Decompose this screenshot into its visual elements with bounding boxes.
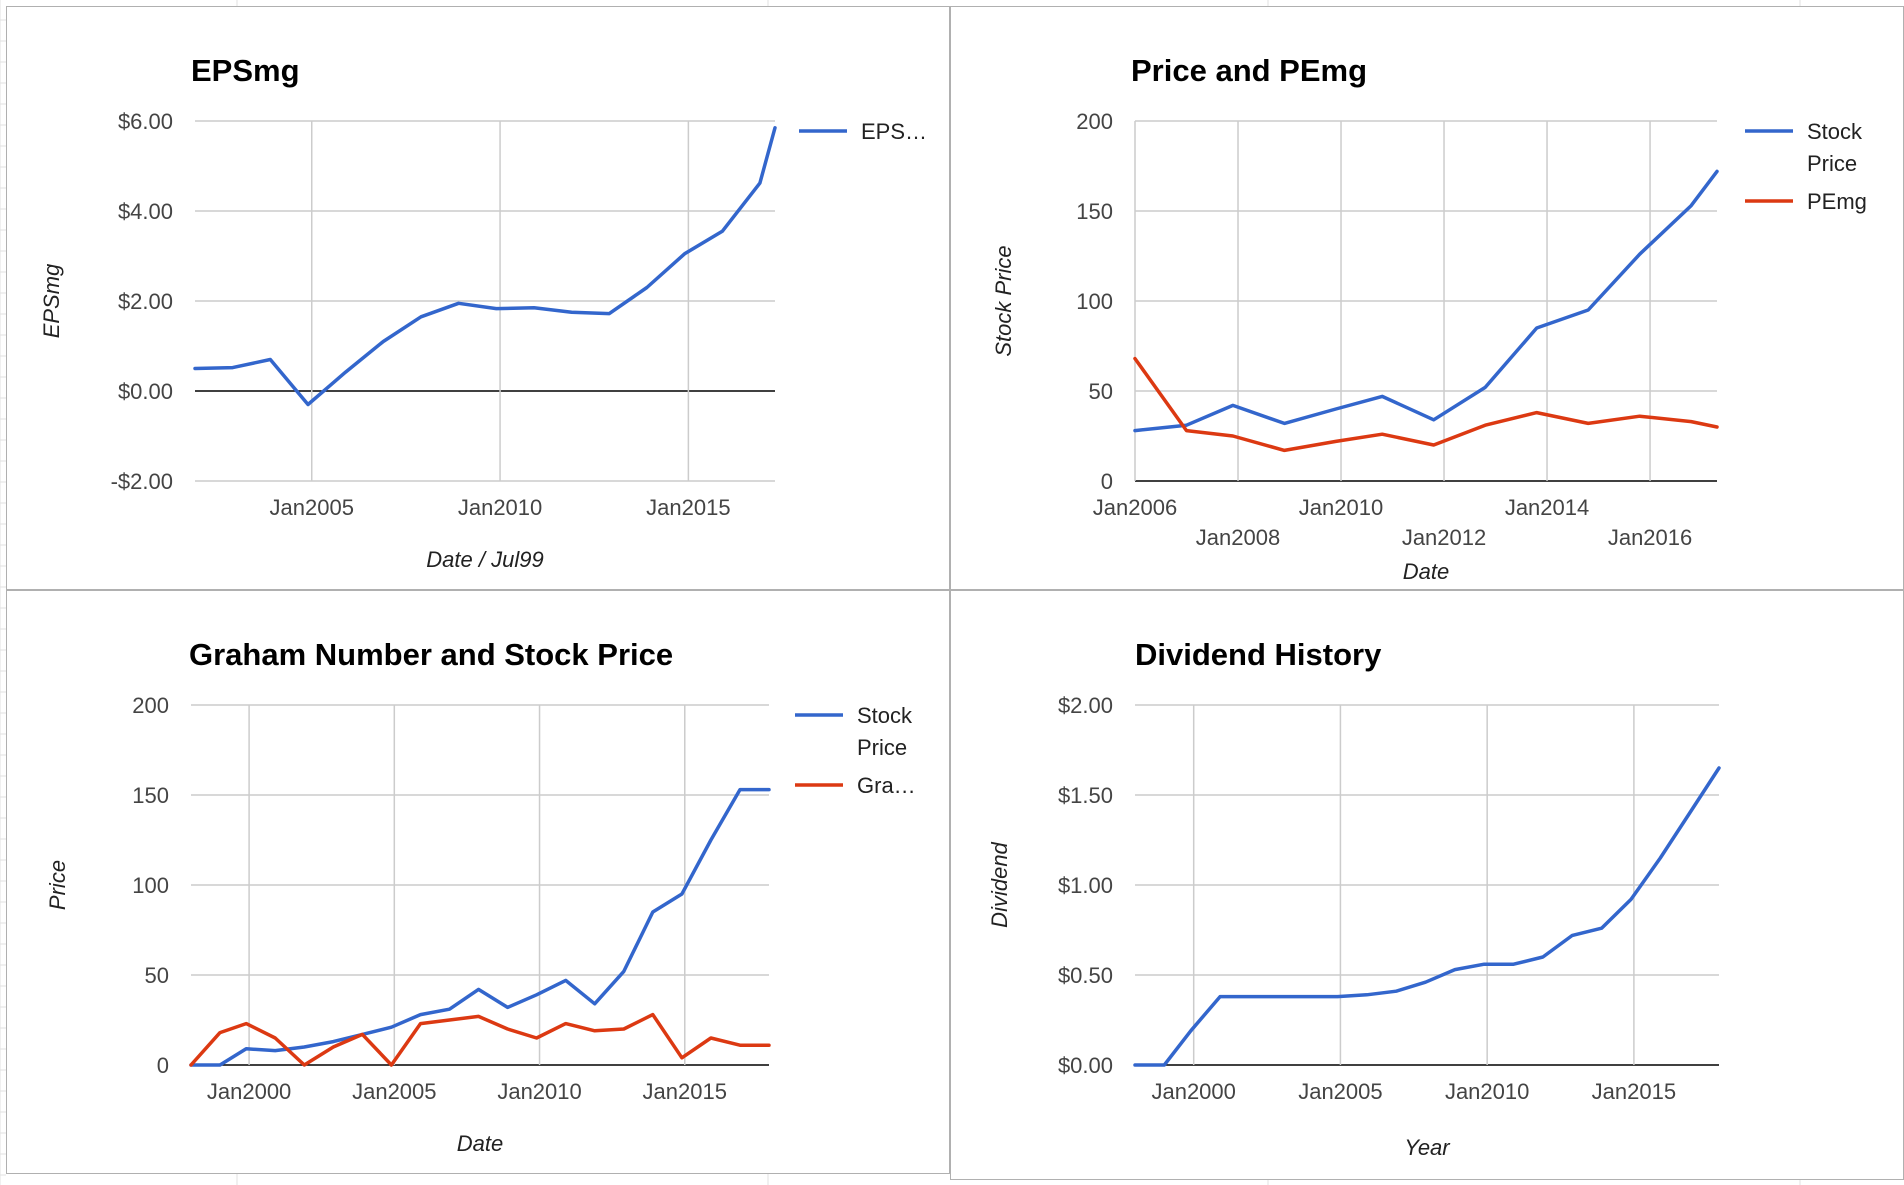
x-tick-label: Jan2010: [458, 495, 542, 520]
chart-graham-number-svg: Graham Number and Stock Price 0 50 100 150 20…: [45, 637, 916, 1156]
legend-label: Price: [857, 735, 907, 760]
legend-label: Gra…: [857, 773, 916, 798]
series-line-2: [1133, 356, 1719, 453]
x-tick-label: Jan2000: [1151, 1079, 1235, 1104]
y-tick-label: 0: [1101, 469, 1113, 494]
chart-dividend-history[interactable]: Dividend History $0.00 $0.50 $1.00 $1.50 $2.0…: [950, 590, 1904, 1180]
x-axis-label: Date: [1403, 559, 1449, 584]
y-tick-label: 150: [132, 783, 169, 808]
y-tick-label: $4.00: [118, 199, 173, 224]
legend-label: EPS…: [861, 119, 927, 144]
legend-label: Price: [1807, 151, 1857, 176]
y-tick-label: 100: [1076, 289, 1113, 314]
y-tick-label: 150: [1076, 199, 1113, 224]
chart-title: Price and PEmg: [1131, 53, 1367, 88]
x-tick-label: Jan2010: [497, 1079, 581, 1104]
chart-title: Dividend History: [1135, 637, 1382, 672]
y-axis-label: Price: [45, 860, 70, 910]
chart-price-and-pemg-svg: Price and PEmg 0 50 100 150 200 Jan2006 Jan2008…: [991, 53, 1867, 584]
chart-price-and-pemg[interactable]: Price and PEmg 0 50 100 150 200 Jan2006 Jan2008…: [950, 6, 1904, 590]
y-axis-label: EPSmg: [39, 263, 64, 338]
y-axis-label: Dividend: [987, 841, 1012, 927]
x-tick-label: Jan2012: [1402, 525, 1486, 550]
chart-epsmg[interactable]: EPSmg -$2.00 $0.00 $2.00 $4.00 $6.00 Jan2005 Ja…: [6, 6, 950, 590]
chart-graham-number[interactable]: Graham Number and Stock Price 0 50 100 150 20…: [6, 590, 950, 1174]
y-axis-label: Stock Price: [991, 245, 1016, 356]
y-tick-label: 50: [145, 963, 169, 988]
x-tick-label: Jan2015: [643, 1079, 727, 1104]
y-tick-label: 100: [132, 873, 169, 898]
series-line-1: [189, 787, 771, 1067]
x-tick-label: Jan2015: [1592, 1079, 1676, 1104]
x-axis-label: Year: [1404, 1135, 1451, 1160]
x-tick-label: Jan2014: [1505, 495, 1589, 520]
y-tick-label: 200: [1076, 109, 1113, 134]
chart-title: Graham Number and Stock Price: [189, 637, 673, 672]
chart-title: EPSmg: [191, 53, 300, 88]
y-tick-label: 0: [157, 1053, 169, 1078]
x-tick-label: Jan2008: [1196, 525, 1280, 550]
x-tick-label: Jan2016: [1608, 525, 1692, 550]
x-tick-label: Jan2015: [646, 495, 730, 520]
x-tick-label: Jan2010: [1445, 1079, 1529, 1104]
x-axis-label: Date: [457, 1131, 503, 1156]
y-tick-label: $2.00: [118, 289, 173, 314]
y-tick-label: $0.50: [1058, 963, 1113, 988]
y-tick-label: $1.00: [1058, 873, 1113, 898]
chart-epsmg-svg: EPSmg -$2.00 $0.00 $2.00 $4.00 $6.00 Jan2005 Ja…: [39, 53, 927, 572]
y-tick-label: $0.00: [1058, 1053, 1113, 1078]
x-axis-label: Date / Jul99: [426, 547, 543, 572]
legend-label: Stock: [1807, 119, 1863, 144]
y-tick-label: $6.00: [118, 109, 173, 134]
y-tick-label: $0.00: [118, 379, 173, 404]
y-tick-label: 50: [1089, 379, 1113, 404]
x-tick-label: Jan2006: [1093, 495, 1177, 520]
x-tick-label: Jan2005: [1298, 1079, 1382, 1104]
legend-label: PEmg: [1807, 189, 1867, 214]
y-tick-label: 200: [132, 693, 169, 718]
series-line-2: [189, 1012, 771, 1067]
y-tick-label: $2.00: [1058, 693, 1113, 718]
x-tick-label: Jan2010: [1299, 495, 1383, 520]
x-tick-label: Jan2005: [270, 495, 354, 520]
x-tick-label: Jan2005: [352, 1079, 436, 1104]
chart-dividend-history-svg: Dividend History $0.00 $0.50 $1.00 $1.50 $2.0…: [987, 637, 1721, 1160]
x-tick-label: Jan2000: [207, 1079, 291, 1104]
y-tick-label: $1.50: [1058, 783, 1113, 808]
legend-label: Stock: [857, 703, 913, 728]
series-line-1: [1133, 766, 1721, 1067]
y-tick-label: -$2.00: [111, 469, 173, 494]
